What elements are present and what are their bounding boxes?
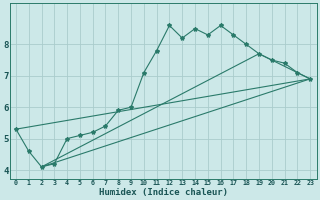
X-axis label: Humidex (Indice chaleur): Humidex (Indice chaleur)	[99, 188, 228, 197]
